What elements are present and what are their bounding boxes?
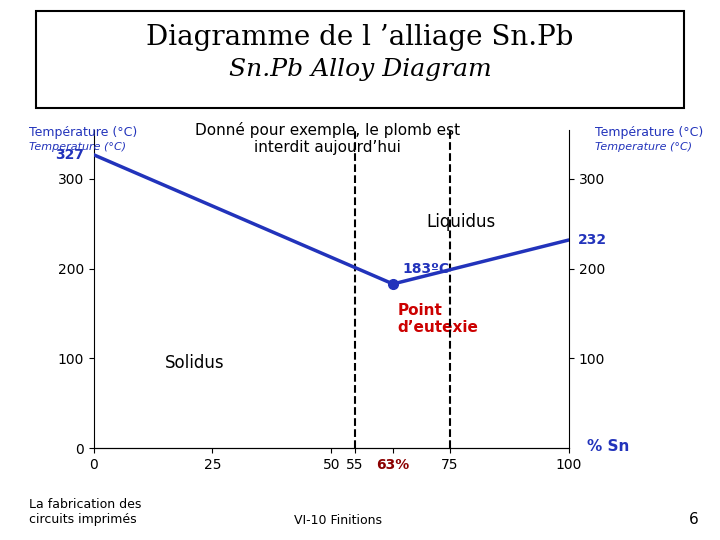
Text: % Sn: % Sn	[587, 439, 629, 454]
Text: VI-10 Finitions: VI-10 Finitions	[294, 514, 382, 526]
Text: Température (°C): Température (°C)	[595, 126, 703, 139]
Text: Temperature (°C): Temperature (°C)	[595, 143, 692, 152]
FancyBboxPatch shape	[36, 11, 684, 108]
Text: 183ºC: 183ºC	[402, 262, 449, 276]
Text: Température (°C): Température (°C)	[29, 126, 137, 139]
Text: 6: 6	[688, 511, 698, 526]
Text: Sn.Pb Alloy Diagram: Sn.Pb Alloy Diagram	[229, 58, 491, 81]
Text: Solidus: Solidus	[165, 354, 225, 372]
Text: Liquidus: Liquidus	[426, 213, 495, 231]
Text: 327: 327	[55, 148, 84, 161]
Text: La fabrication des
circuits imprimés: La fabrication des circuits imprimés	[29, 498, 141, 526]
Text: Temperature (°C): Temperature (°C)	[29, 143, 126, 152]
Text: 232: 232	[578, 233, 608, 247]
Text: Diagramme de l ’alliage Sn.Pb: Diagramme de l ’alliage Sn.Pb	[146, 24, 574, 51]
Text: Donné pour exemple, le plomb est
interdit aujourd’hui: Donné pour exemple, le plomb est interdi…	[195, 122, 460, 155]
Text: Point
d’eutexie: Point d’eutexie	[397, 303, 479, 335]
